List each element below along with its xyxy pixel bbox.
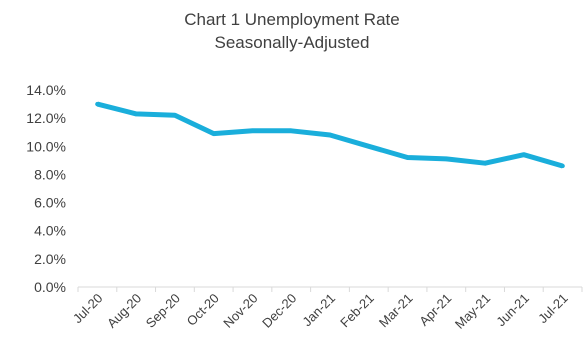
x-tick-label: Jul-21 [535,291,571,327]
x-tick-label: Sep-20 [143,291,183,331]
x-tick-label: May-21 [452,291,493,332]
x-tick-label: Jul-20 [70,291,106,327]
y-tick-label: 0.0% [34,279,66,295]
x-tick-label: Mar-21 [376,291,416,331]
x-tick-label: Nov-20 [220,291,260,331]
data-point [211,131,216,136]
data-point [289,128,294,134]
data-point [521,152,527,157]
data-point [405,155,410,160]
data-point [444,156,449,162]
chart-title: Chart 1 Unemployment Rate [184,10,400,29]
data-point [250,128,255,134]
data-point [172,113,178,118]
data-point [327,132,333,138]
x-tick-label: Jun-21 [493,291,532,330]
y-tick-label: 2.0% [34,251,66,267]
x-tick-label: Oct-20 [184,291,222,329]
y-tick-label: 10.0% [26,138,66,154]
data-point [560,163,565,169]
x-tick-label: Apr-21 [416,291,454,329]
y-tick-label: 6.0% [34,195,66,211]
x-tick-label: Aug-20 [104,291,144,331]
y-tick-label: 14.0% [26,82,66,98]
x-tick-label: Dec-20 [259,291,299,331]
data-point [482,160,488,166]
data-point [95,101,100,107]
data-point [366,144,371,149]
x-tick-label: Jan-21 [299,291,338,330]
data-point [133,111,139,117]
chart-subtitle: Seasonally-Adjusted [214,33,370,52]
x-tick-label: Feb-21 [337,291,377,331]
y-tick-label: 12.0% [26,110,66,126]
y-tick-label: 4.0% [34,223,66,239]
y-tick-label: 8.0% [34,166,66,182]
